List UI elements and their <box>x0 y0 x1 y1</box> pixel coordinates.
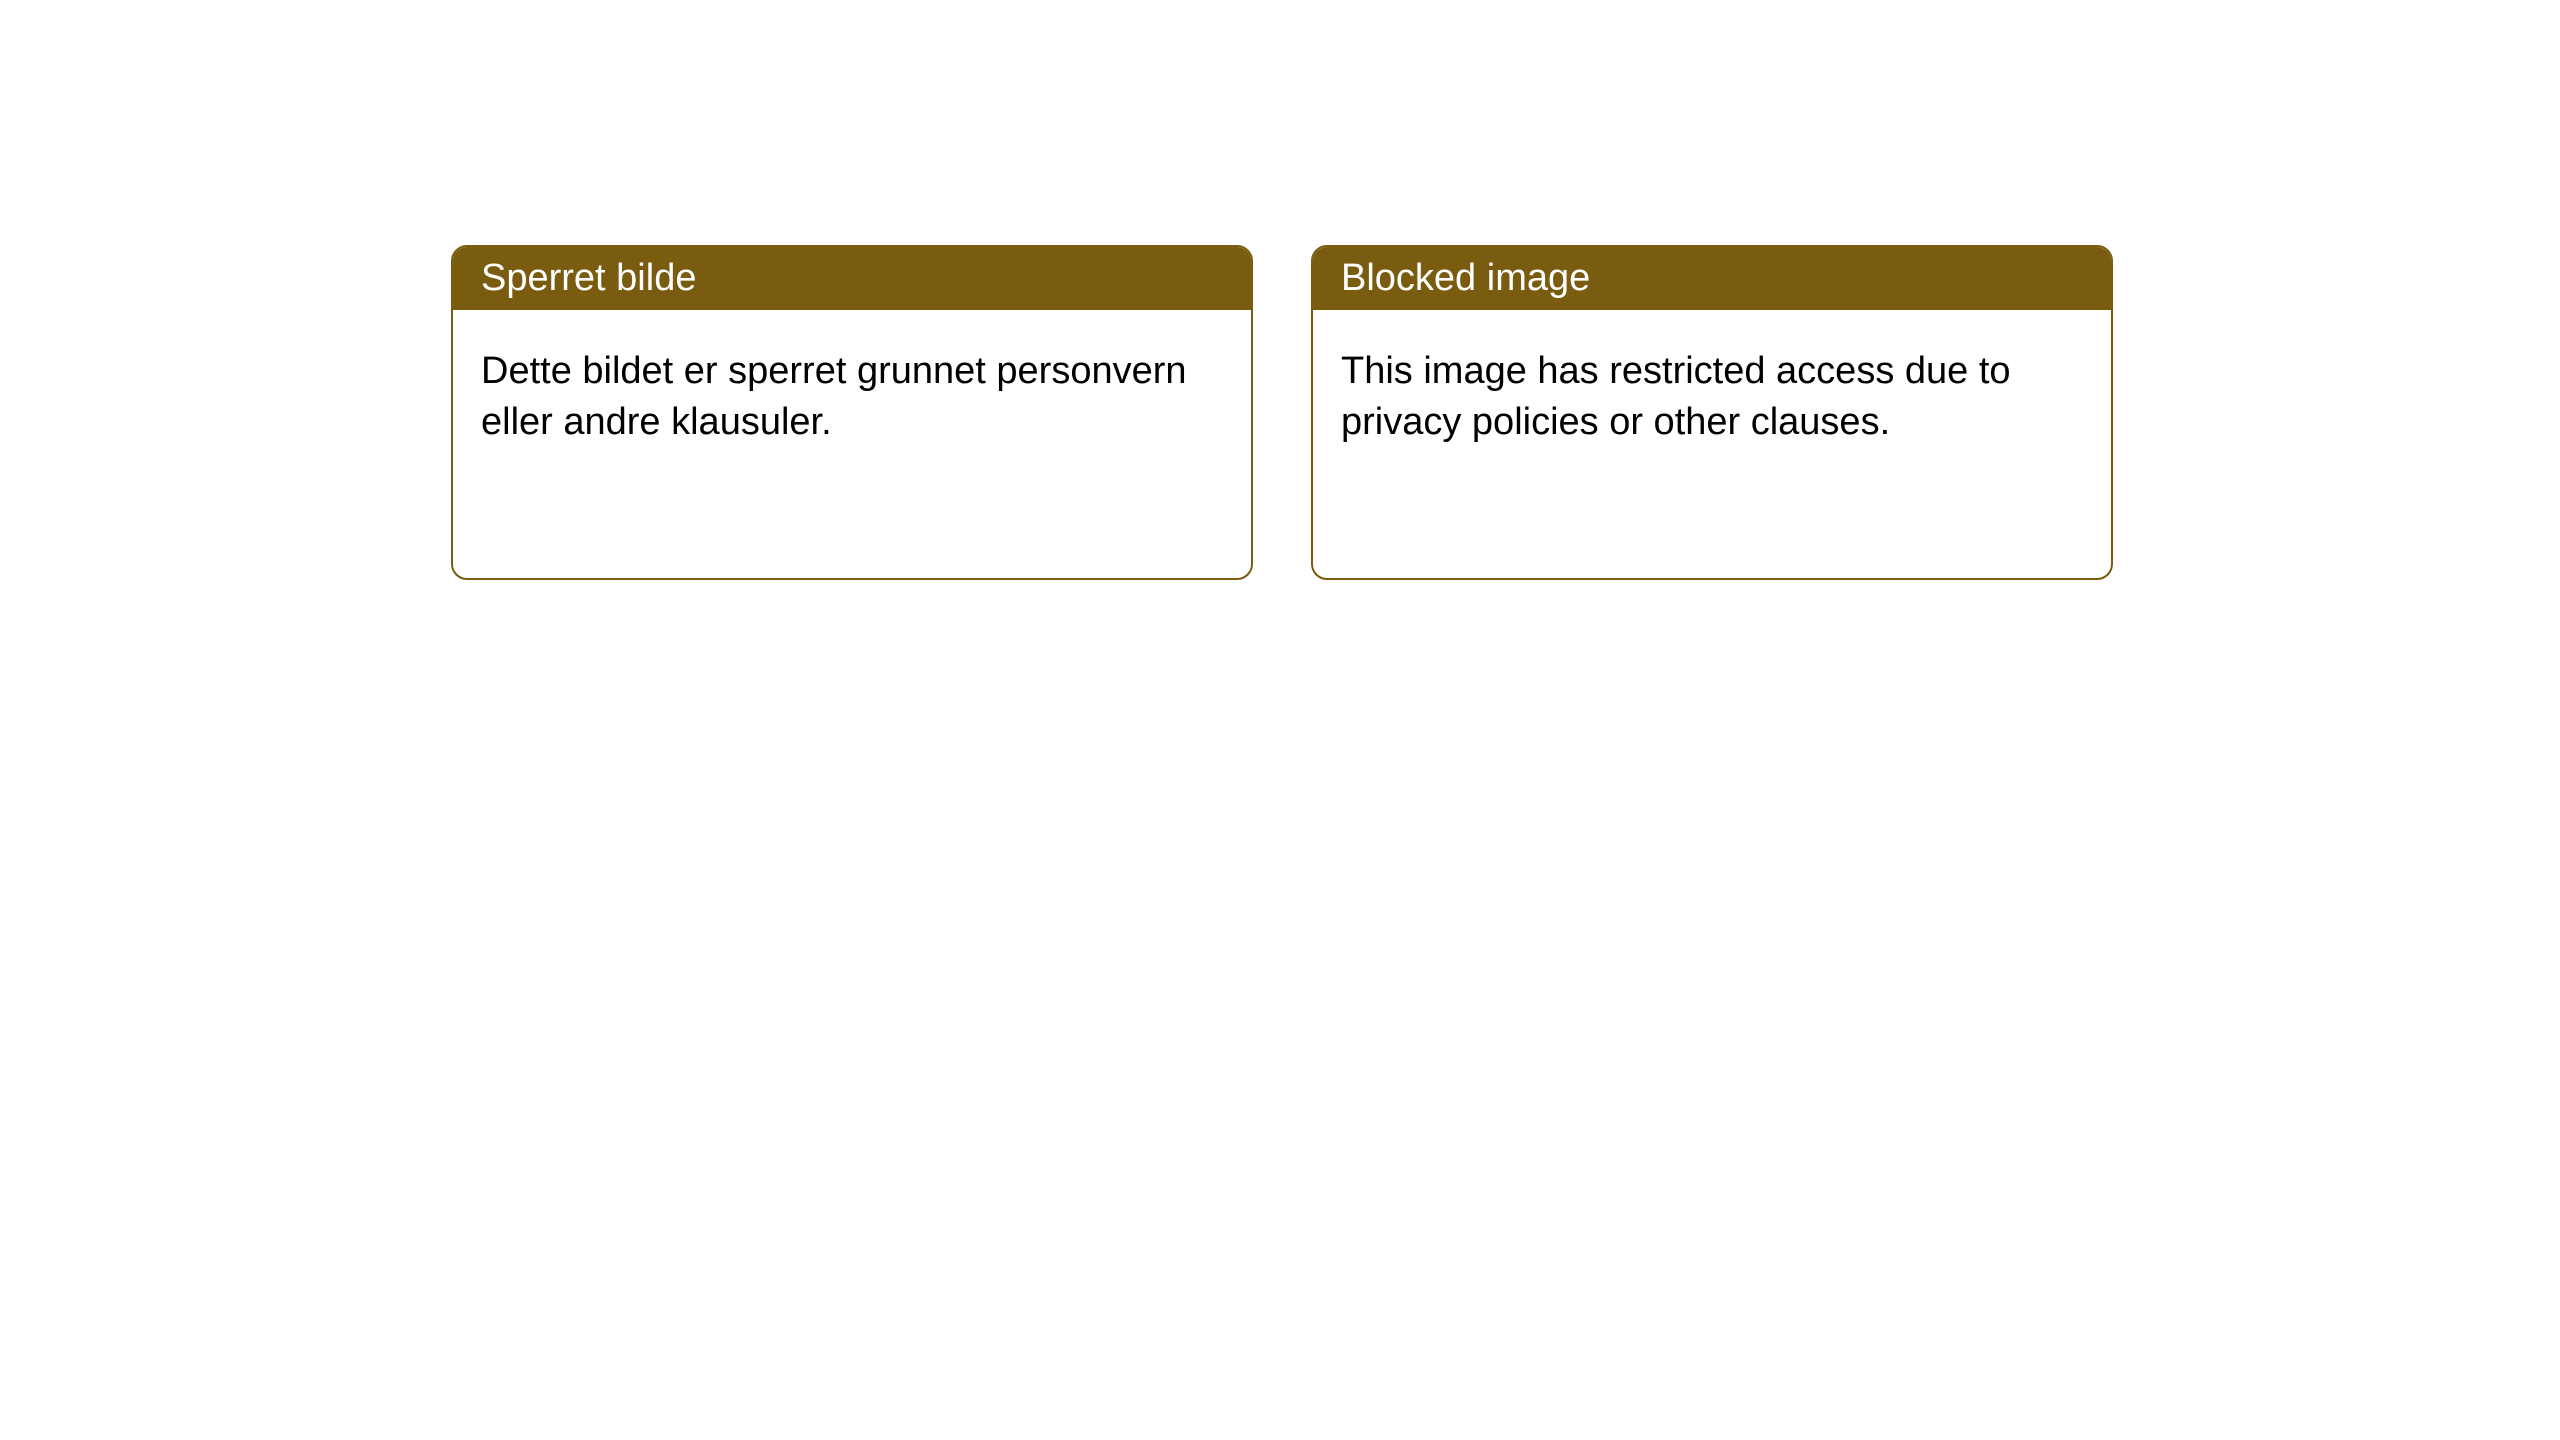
card-body-norwegian: Dette bildet er sperret grunnet personve… <box>453 310 1251 485</box>
card-message: Dette bildet er sperret grunnet personve… <box>481 350 1187 443</box>
card-title: Sperret bilde <box>481 257 696 299</box>
card-body-english: This image has restricted access due to … <box>1313 310 2111 485</box>
card-message: This image has restricted access due to … <box>1341 350 2011 443</box>
card-header-english: Blocked image <box>1313 247 2111 310</box>
blocked-image-card-norwegian: Sperret bilde Dette bildet er sperret gr… <box>451 245 1253 580</box>
notice-container: Sperret bilde Dette bildet er sperret gr… <box>0 0 2560 580</box>
card-header-norwegian: Sperret bilde <box>453 247 1251 310</box>
blocked-image-card-english: Blocked image This image has restricted … <box>1311 245 2113 580</box>
card-title: Blocked image <box>1341 257 1590 299</box>
